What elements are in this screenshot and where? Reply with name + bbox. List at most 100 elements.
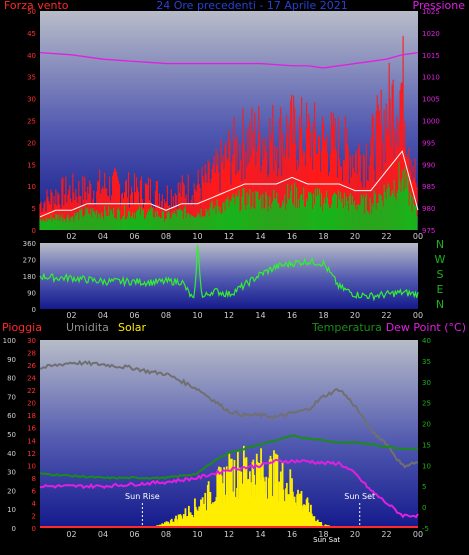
mid-xtick: 10 (192, 311, 202, 320)
humidity-ytick: 70 (7, 393, 16, 401)
bot-xtick: 14 (255, 530, 265, 539)
top-xtick: 18 (318, 232, 328, 241)
humidity-ytick: 100 (3, 337, 16, 345)
rain-ytick: 2 (32, 512, 36, 520)
pressure-ytick: 975 (422, 227, 435, 235)
top-xtick: 20 (350, 232, 360, 241)
pressure-line (39, 51, 419, 69)
pressure-ytick: 1020 (422, 30, 440, 38)
pressure-ytick: 985 (422, 183, 435, 191)
mid-xtick: 22 (381, 311, 391, 320)
pressure-ytick: 990 (422, 161, 435, 169)
top-xtick: 04 (98, 232, 108, 241)
humidity-ytick: 40 (7, 450, 16, 458)
wind-ytick: 5 (32, 205, 36, 213)
bot-xtick: 04 (98, 530, 108, 539)
pressure-ytick: 980 (422, 205, 435, 213)
temperature-ytick: 15 (422, 441, 431, 449)
humidity-ytick: 90 (7, 356, 16, 364)
wind-pressure-series (39, 35, 419, 230)
direction-ytick: 0 (32, 306, 36, 314)
wind-ytick: 50 (27, 8, 36, 16)
wind-ytick: 20 (27, 139, 36, 147)
mid-xtick: 02 (66, 311, 76, 320)
mid-xtick: 14 (255, 311, 265, 320)
temperature-ytick: 35 (422, 358, 431, 366)
compass-w: W (435, 253, 446, 266)
compass-s: S (437, 268, 444, 281)
mid-xtick: 06 (129, 311, 139, 320)
top-xtick: 22 (381, 232, 391, 241)
rain-ytick: 26 (27, 362, 36, 370)
temperature-ytick: -5 (422, 525, 429, 533)
wind-ytick: 0 (32, 227, 36, 235)
mid-xtick: 18 (318, 311, 328, 320)
pressure-ytick: 1015 (422, 52, 440, 60)
rain-axis-label: Pioggia (2, 321, 42, 334)
temperature-label: Temperatura (311, 321, 382, 334)
wind-ytick: 30 (27, 96, 36, 104)
humidity-ytick: 80 (7, 375, 16, 383)
top-xtick: 02 (66, 232, 76, 241)
direction-series (39, 244, 419, 302)
pressure-ytick: 1000 (422, 118, 440, 126)
direction-ytick: 180 (23, 273, 36, 281)
wind-mean-line (39, 150, 419, 218)
top-xtick: 06 (129, 232, 139, 241)
top-xtick: 16 (287, 232, 297, 241)
temperature-ytick: 20 (422, 421, 431, 429)
wind-ytick: 10 (27, 183, 36, 191)
top-xtick: 14 (255, 232, 265, 241)
temperature-ytick: 30 (422, 379, 431, 387)
panel-direction-bg (40, 243, 418, 309)
rain-ytick: 30 (27, 337, 36, 345)
rain-ytick: 18 (27, 412, 36, 420)
bot-xtick: 10 (192, 530, 202, 539)
wind-ytick: 45 (27, 30, 36, 38)
chart-title: 24 Ore precedenti - 17 Aprile 2021 (156, 0, 348, 12)
sun-sat-label: Sun Sat (313, 536, 340, 544)
temperature-ytick: 0 (422, 504, 426, 512)
mid-xtick: 12 (224, 311, 234, 320)
bot-xtick: 00 (413, 530, 423, 539)
mid-xtick: 04 (98, 311, 108, 320)
pressure-axis-label: Pressione (413, 0, 466, 12)
rain-ytick: 0 (32, 525, 36, 533)
dewpoint-label: Dew Point (°C) (386, 321, 466, 334)
axes: 0510152025303540455097598098599099510001… (3, 8, 440, 539)
mid-xtick: 00 (413, 311, 423, 320)
sun-rise-label: Sun Rise (125, 492, 160, 501)
top-xtick: 10 (192, 232, 202, 241)
temperature-line (39, 434, 419, 481)
wind-ytick: 35 (27, 74, 36, 82)
temperature-ytick: 5 (422, 483, 426, 491)
bot-xtick: 12 (224, 530, 234, 539)
compass-n-bottom: N (436, 298, 444, 311)
humidity-label: Umidita (66, 321, 109, 334)
wind-ytick: 25 (27, 118, 36, 126)
rain-ytick: 4 (32, 500, 37, 508)
rain-ytick: 10 (27, 462, 36, 470)
temperature-ytick: 40 (422, 337, 431, 345)
top-xtick: 12 (224, 232, 234, 241)
wind-ytick: 40 (27, 52, 36, 60)
weather-series (39, 359, 419, 528)
compass-e: E (437, 283, 444, 296)
dewpoint-line (39, 458, 419, 519)
mid-xtick: 08 (161, 311, 171, 320)
mid-xtick: 16 (287, 311, 297, 320)
bot-xtick: 22 (381, 530, 391, 539)
wind-direction-line (39, 244, 419, 302)
rain-ytick: 20 (27, 400, 36, 408)
rain-ytick: 8 (32, 475, 36, 483)
solar-label: Solar (118, 321, 147, 334)
bot-xtick: 18 (318, 530, 328, 539)
bot-xtick: 20 (350, 530, 360, 539)
humidity-ytick: 0 (12, 525, 16, 533)
bot-xtick: 16 (287, 530, 297, 539)
sun-set-label: Sun Set (344, 492, 375, 501)
pressure-ytick: 1025 (422, 8, 440, 16)
rain-ytick: 28 (27, 350, 36, 358)
humidity-ytick: 10 (7, 506, 16, 514)
